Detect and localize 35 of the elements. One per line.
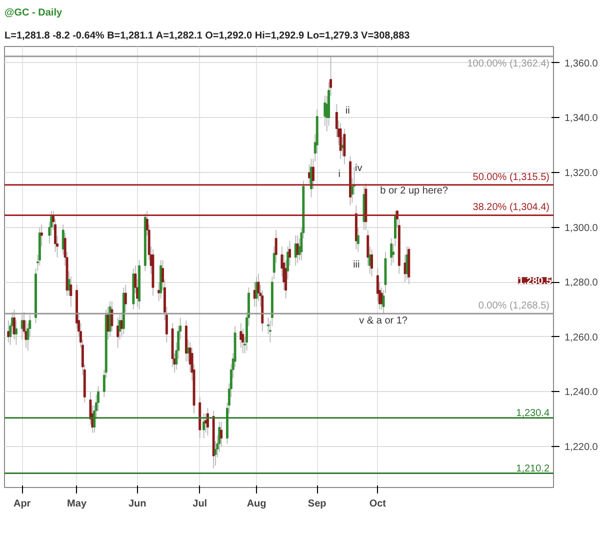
y-tick-label: 1,320.0 <box>564 168 598 179</box>
candlestick <box>255 276 258 308</box>
candlestick <box>116 317 120 348</box>
annotation: iv <box>354 163 362 174</box>
x-tick-label: Apr <box>13 498 31 510</box>
y-tick-label: 1,360.0 <box>564 58 598 70</box>
y-tick-label: 1,260.0 <box>564 332 598 344</box>
y-tick-label: 1,280.0 <box>564 278 598 289</box>
annotation: b or 2 up here? <box>380 186 448 197</box>
y-tick-label: 1,240.0 <box>564 387 598 398</box>
y-tick-label: 1,300.0 <box>564 222 598 234</box>
candlestick <box>390 238 393 266</box>
x-tick-label: Aug <box>246 498 266 510</box>
ref-line-label: 100.00% (1,362.4) <box>467 58 550 70</box>
x-tick-label: Oct <box>369 498 387 510</box>
candlestick <box>206 408 209 436</box>
ref-line-label: 0.00% (1,268.5) <box>478 300 550 312</box>
x-tick-label: Sep <box>308 498 326 510</box>
annotation: v & a or 1? <box>359 316 408 327</box>
ref-line-label: 1,230.4 <box>516 408 550 419</box>
candlestick <box>343 128 346 165</box>
y-tick-label: 1,340.0 <box>564 113 598 124</box>
annotation: i <box>338 168 341 180</box>
x-tick-label: May <box>67 498 87 510</box>
x-tick-label: Jul <box>192 498 208 510</box>
ref-line-label: 1,210.2 <box>516 463 550 474</box>
ref-line-label: 38.20% (1,304.4) <box>472 202 550 214</box>
x-tick-label: Jun <box>128 498 146 510</box>
ref-line-label: 50.00% (1,315.5) <box>472 172 550 183</box>
annotation: ii <box>345 105 350 116</box>
chart-title: @GC - Daily <box>4 8 62 18</box>
annotation: iii <box>353 259 360 270</box>
y-tick-label: 1,220.0 <box>564 442 598 453</box>
chart-subtitle: L=1,281.8 -8.2 -0.64% B=1,281.1 A=1,282.1 O=1,292.0 Hi=1,292.9 Lo=1,279.3 V=308,883 <box>4 30 410 42</box>
candlestick <box>370 248 374 278</box>
